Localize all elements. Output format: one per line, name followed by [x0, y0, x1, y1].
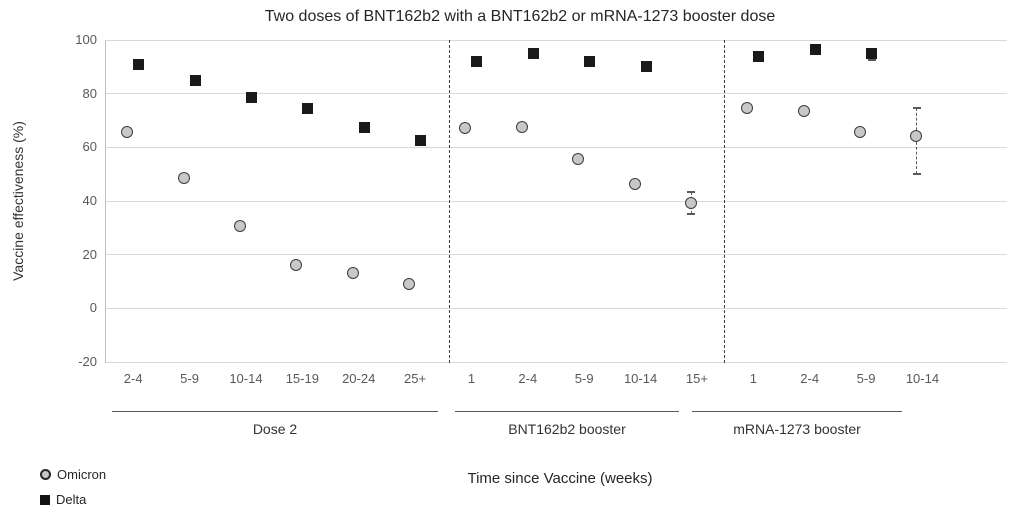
section-divider [449, 40, 450, 363]
error-bar-cap [867, 59, 876, 62]
group-label: BNT162b2 booster [508, 421, 626, 437]
group-underline [692, 411, 902, 412]
legend-label-delta: Delta [56, 492, 87, 507]
x-tick-label: 15+ [685, 371, 708, 386]
data-point-omicron [346, 266, 359, 279]
group-underline [455, 411, 679, 412]
data-point-delta [415, 135, 427, 147]
x-tick-label: 2-4 [123, 371, 143, 386]
data-point-omicron [459, 122, 472, 135]
error-bar-cap [687, 213, 696, 216]
x-tick-label: 5-9 [574, 371, 594, 386]
h-gridline [105, 200, 1007, 202]
legend-item-omicron: Omicron [40, 462, 106, 487]
x-tick-label: 10-14 [229, 371, 263, 386]
data-point-delta [527, 47, 539, 59]
data-point-delta [133, 58, 145, 70]
data-point-omicron [121, 126, 134, 139]
data-point-delta [809, 43, 821, 55]
x-tick-label: 20-24 [342, 371, 376, 386]
data-point-omicron [910, 130, 923, 143]
y-tick-label: 60 [82, 139, 97, 155]
data-point-omicron [572, 152, 585, 165]
data-point-omicron [515, 120, 528, 133]
data-point-delta [245, 92, 257, 104]
data-point-omicron [628, 178, 641, 191]
data-point-delta [584, 55, 596, 67]
y-tick-label: 80 [82, 85, 97, 101]
y-axis-label: Vaccine effectiveness (%) [10, 121, 26, 281]
data-point-omicron [290, 258, 303, 271]
y-tick-label: 0 [89, 300, 97, 316]
data-point-omicron [741, 101, 754, 114]
legend-label-omicron: Omicron [57, 467, 107, 482]
legend-item-delta: Delta [40, 487, 106, 512]
y-tick-label: 40 [82, 193, 97, 208]
h-gridline [105, 93, 1007, 95]
error-bar-cap [687, 190, 696, 193]
x-tick-label: 15-19 [285, 371, 319, 386]
legend: Omicron Delta [40, 462, 106, 512]
y-tick-label: 100 [75, 32, 97, 47]
x-tick-label: 5-9 [856, 371, 876, 386]
data-point-omicron [854, 126, 867, 139]
delta-square-icon [40, 494, 50, 505]
data-point-omicron [177, 171, 190, 184]
h-gridline [105, 39, 1007, 41]
x-tick-label: 5-9 [180, 371, 199, 386]
h-gridline [105, 146, 1007, 148]
x-tick-label: 1 [749, 371, 757, 386]
y-tick-label: 20 [82, 246, 97, 262]
error-bar-cap [912, 173, 921, 176]
x-tick-label: 2-4 [518, 371, 538, 386]
chart-title: Two doses of BNT162b2 with a BNT162b2 or… [264, 8, 776, 25]
data-point-delta [358, 121, 370, 133]
h-gridline [105, 254, 1007, 256]
group-underline [112, 411, 438, 412]
y-axis-line [105, 40, 106, 363]
x-tick-label: 1 [467, 371, 476, 386]
data-point-delta [471, 55, 483, 67]
data-point-delta [753, 50, 765, 62]
data-point-delta [189, 74, 201, 86]
h-gridline [105, 361, 1007, 363]
data-point-omicron [403, 277, 416, 290]
error-bar-cap [912, 107, 921, 110]
omicron-circle-icon [40, 469, 51, 480]
y-tick-label: -20 [78, 354, 97, 369]
data-point-omicron [797, 104, 810, 117]
x-tick-label: 10-14 [623, 371, 658, 386]
section-divider [724, 40, 725, 363]
x-tick-label: 10-14 [905, 371, 940, 386]
data-point-omicron [233, 219, 246, 232]
data-point-delta [866, 47, 878, 59]
x-tick-label: 25+ [404, 371, 427, 386]
x-tick-label: 2-4 [800, 371, 820, 386]
group-label: Dose 2 [252, 421, 298, 437]
data-point-delta [640, 61, 652, 73]
h-gridline [105, 307, 1007, 309]
data-point-delta [302, 102, 314, 114]
group-label: mRNA-1273 booster [733, 421, 861, 437]
x-axis-label: Time since Vaccine (weeks) [467, 470, 653, 487]
data-point-omicron [684, 197, 697, 210]
